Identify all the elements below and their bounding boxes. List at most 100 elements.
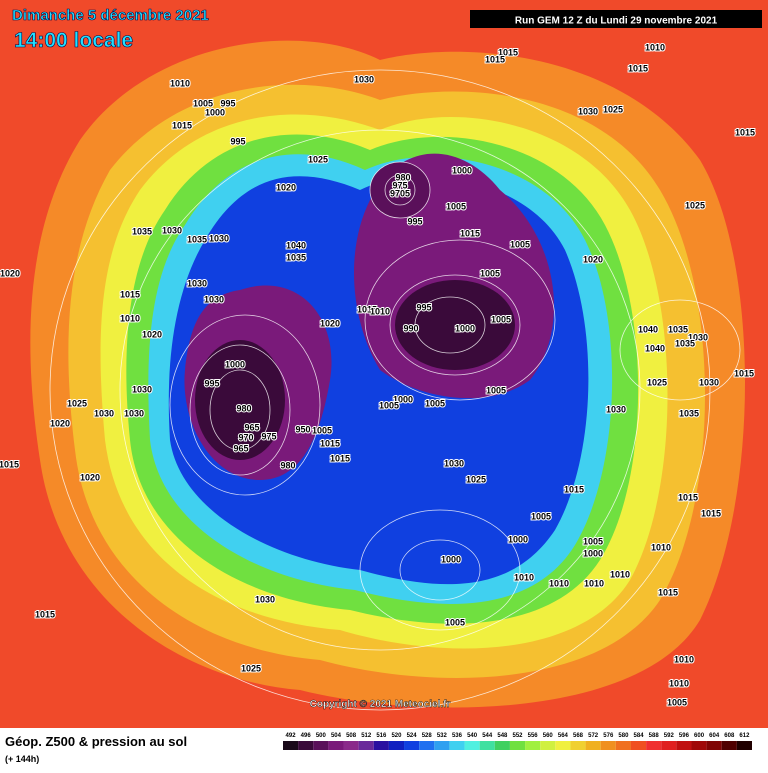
- pressure-label: 995: [230, 136, 245, 146]
- pressure-label: 975: [261, 431, 276, 441]
- scale-label: 588: [649, 733, 660, 739]
- scale-label: 556: [528, 733, 539, 739]
- pressure-label: 995: [416, 302, 431, 312]
- pressure-label: 980: [280, 460, 295, 470]
- scale-label: 528: [422, 733, 433, 739]
- pressure-label: 1030: [354, 74, 374, 84]
- scale-swatch: [343, 741, 359, 750]
- pressure-label: 1025: [241, 663, 261, 673]
- pressure-label: 1005: [312, 425, 332, 435]
- pressure-label: 1010: [120, 313, 140, 323]
- scale-swatch: [449, 741, 465, 750]
- pressure-label: 1005: [480, 268, 500, 278]
- pressure-label: 1005: [510, 239, 530, 249]
- pressure-label: 1015: [628, 63, 648, 73]
- scale-swatch: [570, 741, 586, 750]
- scale-label: 608: [724, 733, 735, 739]
- pressure-label: 1005: [193, 98, 213, 108]
- pressure-label: 1030: [255, 594, 275, 604]
- map-background: [0, 0, 768, 728]
- scale-label: 524: [407, 733, 418, 739]
- pressure-label: 1015: [35, 609, 55, 619]
- scale-label: 548: [497, 733, 508, 739]
- pressure-label: 1020: [0, 268, 20, 278]
- pressure-label: 1015: [172, 120, 192, 130]
- pressure-label: 1020: [276, 182, 296, 192]
- pressure-label: 1025: [603, 104, 623, 114]
- run: Run GEM 12 Z du Lundi 29 novembre 2021: [515, 16, 718, 27]
- scale-label: 520: [391, 733, 402, 739]
- pressure-label: 1000: [225, 359, 245, 369]
- pressure-label: 1005: [583, 536, 603, 546]
- scale-label: 516: [376, 733, 387, 739]
- scale-label: 496: [301, 733, 312, 739]
- pressure-label: 965: [244, 422, 259, 432]
- scale-swatch: [615, 741, 631, 750]
- pressure-label: 980: [236, 403, 251, 413]
- pressure-label: 1005: [667, 697, 687, 707]
- pressure-label: 1020: [583, 254, 603, 264]
- pressure-label: 1025: [685, 200, 705, 210]
- scale-label: 584: [634, 733, 645, 739]
- pressure-label: 1015: [701, 508, 721, 518]
- scale-swatch: [388, 741, 405, 750]
- pressure-label: 9705: [390, 188, 410, 198]
- pressure-label: 1020: [320, 318, 340, 328]
- scale-swatch: [661, 741, 677, 750]
- scale-label: 552: [512, 733, 523, 739]
- scale-label: 572: [588, 733, 599, 739]
- pressure-label: 1010: [549, 578, 569, 588]
- pressure-label: 1005: [491, 314, 511, 324]
- copyright: Copyright © 2021 Meteociel.fr: [310, 699, 451, 710]
- pressure-label: 1030: [578, 106, 598, 116]
- pressure-label: 1010: [370, 306, 390, 316]
- scale-swatch: [706, 741, 722, 750]
- pressure-label: 1030: [209, 233, 229, 243]
- scale-swatch: [479, 741, 495, 750]
- pressure-label: 1000: [441, 554, 461, 564]
- scale-swatch: [736, 741, 752, 750]
- scale-swatch: [419, 741, 435, 750]
- pressure-label: 1015: [735, 127, 755, 137]
- pressure-label: 1010: [674, 654, 694, 664]
- pressure-label: 1040: [638, 324, 658, 334]
- pressure-label: 1035: [668, 324, 688, 334]
- scale-label: 576: [603, 733, 614, 739]
- scale-swatch: [373, 741, 389, 750]
- pressure-label: 1005: [531, 511, 551, 521]
- color-scale: 492 496 500 504 508 512 516 520 524 528 532 536 540 5…: [283, 733, 752, 750]
- pressure-label: 1015: [734, 368, 754, 378]
- pressure-label: 1010: [584, 578, 604, 588]
- scale-label: 536: [452, 733, 463, 739]
- pressure-label: 965: [233, 443, 248, 453]
- scale-swatch: [525, 741, 541, 750]
- pressure-label: 1020: [142, 329, 162, 339]
- pressure-label: 1030: [132, 384, 152, 394]
- pressure-label: 1030: [204, 294, 224, 304]
- pressure-label: 1005: [445, 617, 465, 627]
- scale-label: 544: [482, 733, 493, 739]
- pressure-label: 1015: [564, 484, 584, 494]
- scale-swatch: [313, 741, 329, 750]
- pressure-label: 1010: [669, 678, 689, 688]
- scale-label: 612: [739, 733, 750, 739]
- pressure-label: 1025: [67, 398, 87, 408]
- scale-swatch: [283, 741, 299, 750]
- scale-label: 504: [331, 733, 342, 739]
- pressure-label: 995: [407, 216, 422, 226]
- pressure-label: 990: [403, 323, 418, 333]
- scale-swatch: [646, 741, 662, 750]
- pressure-label: 1015: [320, 438, 340, 448]
- scale-swatch: [540, 741, 556, 750]
- pressure-label: 1015: [678, 492, 698, 502]
- scale-label: 532: [437, 733, 448, 739]
- pressure-label: 1020: [80, 472, 100, 482]
- pressure-label: 1030: [162, 225, 182, 235]
- pressure-label: 1015: [460, 228, 480, 238]
- pressure-label: 1010: [610, 569, 630, 579]
- footer-title: Géop. Z500 & pression au sol: [5, 734, 187, 749]
- scale-label: 568: [573, 733, 584, 739]
- pressure-label: 1015: [330, 453, 350, 463]
